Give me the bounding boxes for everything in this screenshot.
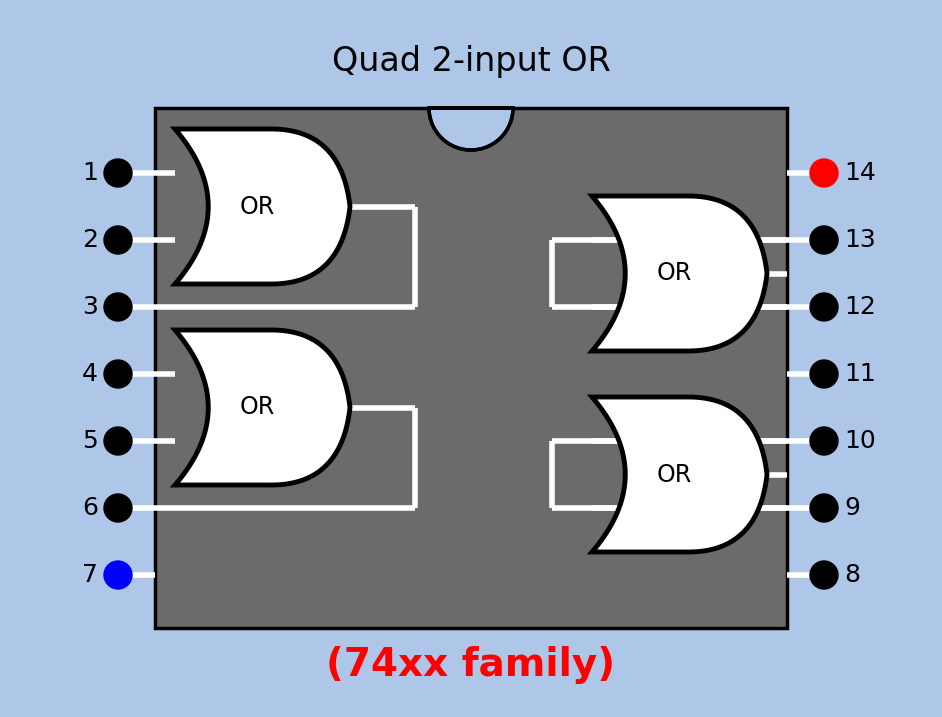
Circle shape [810,226,838,254]
Polygon shape [175,129,350,284]
Circle shape [104,293,132,321]
Text: 3: 3 [82,295,98,319]
Text: 6: 6 [82,496,98,520]
Text: 10: 10 [844,429,876,453]
Circle shape [810,293,838,321]
Text: 13: 13 [844,228,876,252]
Circle shape [104,427,132,455]
Circle shape [104,494,132,522]
Text: 14: 14 [844,161,876,185]
Circle shape [104,360,132,388]
Circle shape [104,159,132,187]
Polygon shape [592,397,767,552]
Circle shape [810,360,838,388]
Text: OR: OR [240,194,275,219]
Circle shape [810,561,838,589]
Text: OR: OR [657,262,692,285]
Text: 7: 7 [82,563,98,587]
Circle shape [810,494,838,522]
Text: OR: OR [240,396,275,419]
Text: Quad 2-input OR: Quad 2-input OR [332,45,610,78]
Text: 1: 1 [82,161,98,185]
Text: 9: 9 [844,496,860,520]
Polygon shape [175,330,350,485]
Text: 11: 11 [844,362,876,386]
Text: 5: 5 [82,429,98,453]
Circle shape [104,561,132,589]
Text: (74xx family): (74xx family) [327,646,615,684]
Text: 4: 4 [82,362,98,386]
Bar [155,108,787,628]
Circle shape [810,159,838,187]
Polygon shape [592,196,767,351]
Text: OR: OR [657,462,692,487]
Circle shape [104,226,132,254]
Text: 8: 8 [844,563,860,587]
Polygon shape [429,108,513,150]
Text: 12: 12 [844,295,876,319]
Text: 2: 2 [82,228,98,252]
Circle shape [810,427,838,455]
